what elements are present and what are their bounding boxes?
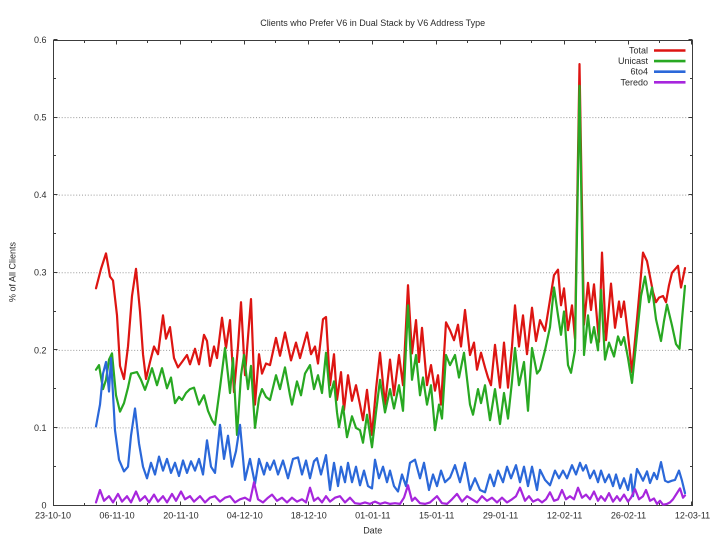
svg-text:0.6: 0.6 (34, 35, 47, 45)
svg-text:12-03-11: 12-03-11 (675, 510, 710, 520)
svg-text:Clients who Prefer V6 in Dual: Clients who Prefer V6 in Dual Stack by V… (260, 18, 485, 28)
svg-text:0.1: 0.1 (34, 423, 47, 433)
svg-text:Total: Total (629, 46, 648, 56)
svg-text:0: 0 (41, 501, 46, 511)
svg-text:0.4: 0.4 (34, 190, 47, 200)
svg-text:15-01-11: 15-01-11 (419, 510, 454, 520)
svg-text:18-12-10: 18-12-10 (291, 510, 327, 520)
svg-text:0.5: 0.5 (34, 113, 47, 123)
svg-text:6to4: 6to4 (630, 67, 648, 77)
svg-text:20-11-10: 20-11-10 (163, 510, 198, 520)
svg-text:04-12-10: 04-12-10 (227, 510, 263, 520)
svg-text:% of All Clients: % of All Clients (8, 241, 18, 302)
svg-text:Date: Date (363, 526, 382, 536)
svg-text:Unicast: Unicast (618, 56, 649, 66)
svg-text:23-10-10: 23-10-10 (35, 510, 71, 520)
svg-text:06-11-10: 06-11-10 (99, 510, 134, 520)
svg-text:0.2: 0.2 (34, 345, 47, 355)
svg-text:29-01-11: 29-01-11 (483, 510, 518, 520)
svg-text:12-02-11: 12-02-11 (547, 510, 582, 520)
svg-text:26-02-11: 26-02-11 (611, 510, 646, 520)
svg-text:01-01-11: 01-01-11 (355, 510, 390, 520)
svg-text:0.3: 0.3 (34, 268, 47, 278)
svg-text:Teredo: Teredo (620, 77, 648, 87)
